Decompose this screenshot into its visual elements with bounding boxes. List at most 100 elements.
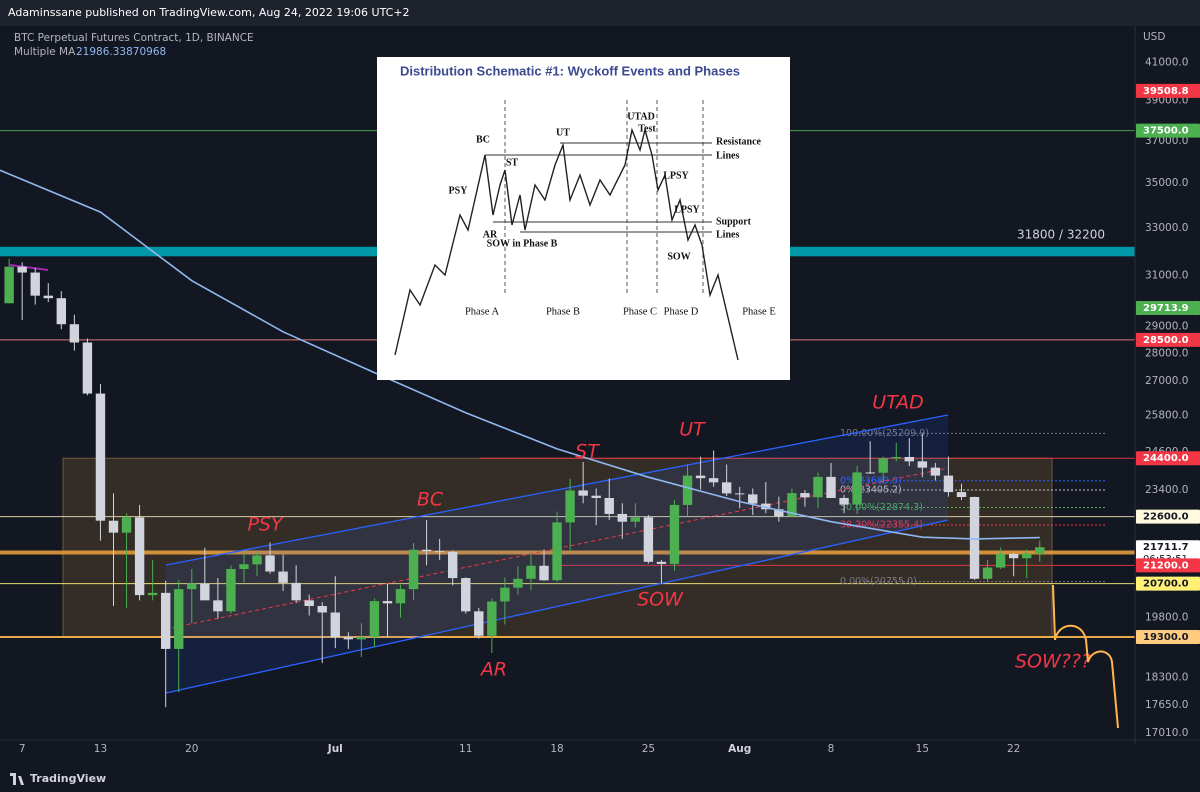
wyckoff-annotation: UTAD	[872, 392, 923, 414]
price-label: 29713.9	[1143, 303, 1189, 314]
candle-body	[174, 589, 184, 649]
y-tick-label: 28000.0	[1145, 347, 1188, 359]
y-tick-label: 25800.0	[1145, 410, 1188, 422]
price-label-box	[1136, 558, 1200, 573]
inset-label: Support	[716, 216, 752, 227]
wyckoff-annotation: SOW	[637, 589, 684, 611]
candle-body	[695, 475, 706, 479]
inset-label: LPSY	[663, 170, 689, 181]
inset-label: UT	[556, 127, 570, 138]
candle-body	[839, 497, 849, 505]
wyckoff-schematic: Distribution Schematic #1: Wyckoff Event…	[377, 57, 790, 380]
candle-body	[1022, 553, 1032, 559]
wyckoff-annotation: ST	[575, 441, 600, 463]
candle-body	[643, 517, 654, 562]
candle-body	[904, 456, 915, 462]
candle-body	[17, 266, 27, 273]
chart-marks-layer: PSY BC ST UT UTAD SOW AR SOW???	[0, 169, 1091, 708]
candle-body	[526, 565, 536, 579]
inset-label: ST	[506, 157, 519, 168]
x-tick-label: Aug	[728, 743, 751, 755]
inset-label: Phase C	[623, 306, 657, 317]
candle-body	[1035, 547, 1045, 554]
top-bar	[0, 0, 1200, 26]
inset-label: SOW in Phase B	[487, 238, 558, 249]
fib-label: 100.00%(25209.9)	[840, 428, 929, 439]
candle-body	[708, 478, 719, 483]
candle-body	[604, 497, 614, 514]
x-tick-label: 18	[550, 743, 563, 755]
inset-label: SOW	[667, 251, 690, 262]
zone-label: 31800 / 32200	[1017, 227, 1105, 241]
candle-body	[852, 472, 862, 505]
candle-body	[226, 568, 236, 612]
candle-body	[121, 517, 132, 533]
schematic-price-path	[394, 127, 739, 361]
candle-body	[878, 458, 888, 473]
candle-body	[591, 495, 601, 498]
x-tick-label: 22	[1007, 743, 1020, 755]
candle-body	[1008, 553, 1019, 559]
inset-label: LPSY	[674, 204, 700, 215]
candle-body	[982, 567, 993, 579]
y-tick-label: 37000.0	[1145, 135, 1188, 147]
candle-body	[369, 601, 380, 637]
price-label-box	[1136, 509, 1200, 524]
candle-body	[421, 549, 432, 552]
price-label-box	[1136, 576, 1200, 591]
candle-body	[800, 493, 810, 498]
candle-body	[774, 509, 784, 517]
candle-body	[669, 504, 680, 564]
candle-body	[356, 636, 367, 640]
price-label: 24400.0	[1143, 453, 1189, 464]
price-label-box	[1136, 629, 1200, 644]
price-label: 39508.8	[1143, 86, 1189, 97]
candle-body	[500, 587, 510, 602]
candle-body	[513, 578, 523, 588]
candle-body	[330, 612, 340, 638]
wyckoff-annotation: UT	[679, 419, 706, 441]
y-tick-label: 17010.0	[1145, 727, 1188, 739]
candle-body	[813, 476, 823, 498]
x-tick-label: 11	[459, 743, 472, 755]
candle-body	[56, 298, 67, 325]
inset-label: Lines	[716, 150, 739, 161]
y-tick-label: 29000.0	[1145, 321, 1188, 333]
candle-body	[4, 266, 14, 304]
inset-label: Test	[638, 123, 656, 134]
y-tick-label: 31000.0	[1145, 270, 1188, 282]
candle-body	[278, 571, 288, 583]
fib-label: 38.20%(22355.4)	[840, 519, 923, 530]
candle-body	[735, 493, 745, 495]
candle-body	[239, 564, 249, 569]
price-label-box	[1136, 451, 1200, 466]
x-tick-label: 15	[916, 743, 929, 755]
price-label-box	[1136, 332, 1200, 347]
range-lines	[485, 142, 712, 233]
inset-label: Phase D	[664, 306, 699, 317]
candle-body	[552, 522, 562, 581]
price-label: 22600.0	[1143, 512, 1189, 523]
y-tick-label: 35000.0	[1145, 177, 1188, 189]
fib-label: 0%(23689.0)	[840, 475, 902, 486]
candle-body	[434, 551, 445, 553]
candle-body	[95, 393, 106, 521]
inset-panel	[377, 57, 790, 380]
candle-body	[200, 583, 210, 601]
inset-label: UTAD	[627, 111, 655, 122]
inset-label: BC	[476, 134, 490, 145]
y-tick-label: 33000.0	[1145, 222, 1188, 234]
candle-body	[43, 295, 53, 299]
candle-body	[395, 589, 406, 604]
candle-body	[160, 592, 171, 649]
candle-body	[408, 549, 419, 590]
fib-label: 50.00%(22874.3)	[840, 502, 923, 513]
price-label: 20700.0	[1143, 579, 1189, 590]
y-tick-label: 41000.0	[1145, 57, 1188, 69]
y-tick-label: 19800.0	[1145, 611, 1188, 623]
price-label: 19300.0	[1143, 632, 1189, 643]
y-tick-label: 23400.0	[1145, 484, 1188, 496]
candle-body	[213, 600, 223, 612]
inset-label: Phase B	[546, 306, 580, 317]
wyckoff-annotation: PSY	[247, 514, 284, 536]
